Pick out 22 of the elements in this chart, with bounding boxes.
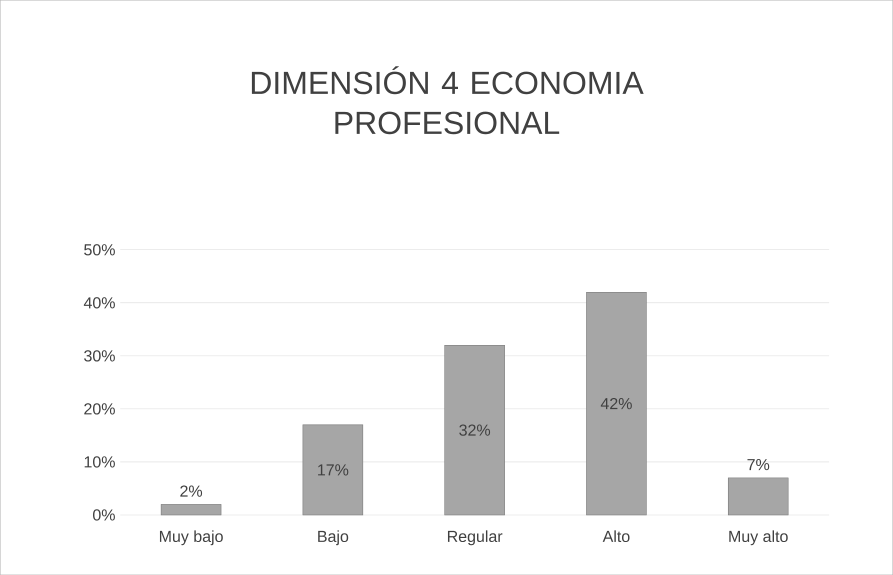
bar bbox=[160, 504, 222, 516]
y-tick-label: 20% bbox=[84, 403, 115, 414]
y-tick-label: 50% bbox=[84, 244, 115, 256]
bar bbox=[728, 477, 788, 516]
data-label: 7% bbox=[747, 458, 770, 470]
x-tick-label: Alto bbox=[602, 530, 630, 542]
y-tick-label: 40% bbox=[84, 297, 115, 308]
x-tick-label: Bajo bbox=[318, 530, 348, 546]
data-label: 17% bbox=[318, 464, 348, 476]
data-label: 2% bbox=[180, 485, 202, 497]
data-label: 32% bbox=[459, 424, 490, 436]
x-tick-label: Muy alto bbox=[729, 530, 788, 546]
data-label: 42% bbox=[600, 398, 632, 410]
x-tick-label: Regular bbox=[448, 530, 502, 546]
y-tick-label: 30% bbox=[84, 350, 115, 362]
chart-title: DIMENSIÓN 4 ECONOMIA PROFESIONAL bbox=[252, 66, 644, 134]
bar bbox=[302, 424, 364, 516]
y-tick-label: 0% bbox=[93, 509, 115, 521]
bar bbox=[444, 344, 505, 516]
x-tick-label: Muy bajo bbox=[160, 530, 223, 546]
bar bbox=[586, 292, 647, 516]
y-tick-label: 10% bbox=[84, 456, 115, 468]
